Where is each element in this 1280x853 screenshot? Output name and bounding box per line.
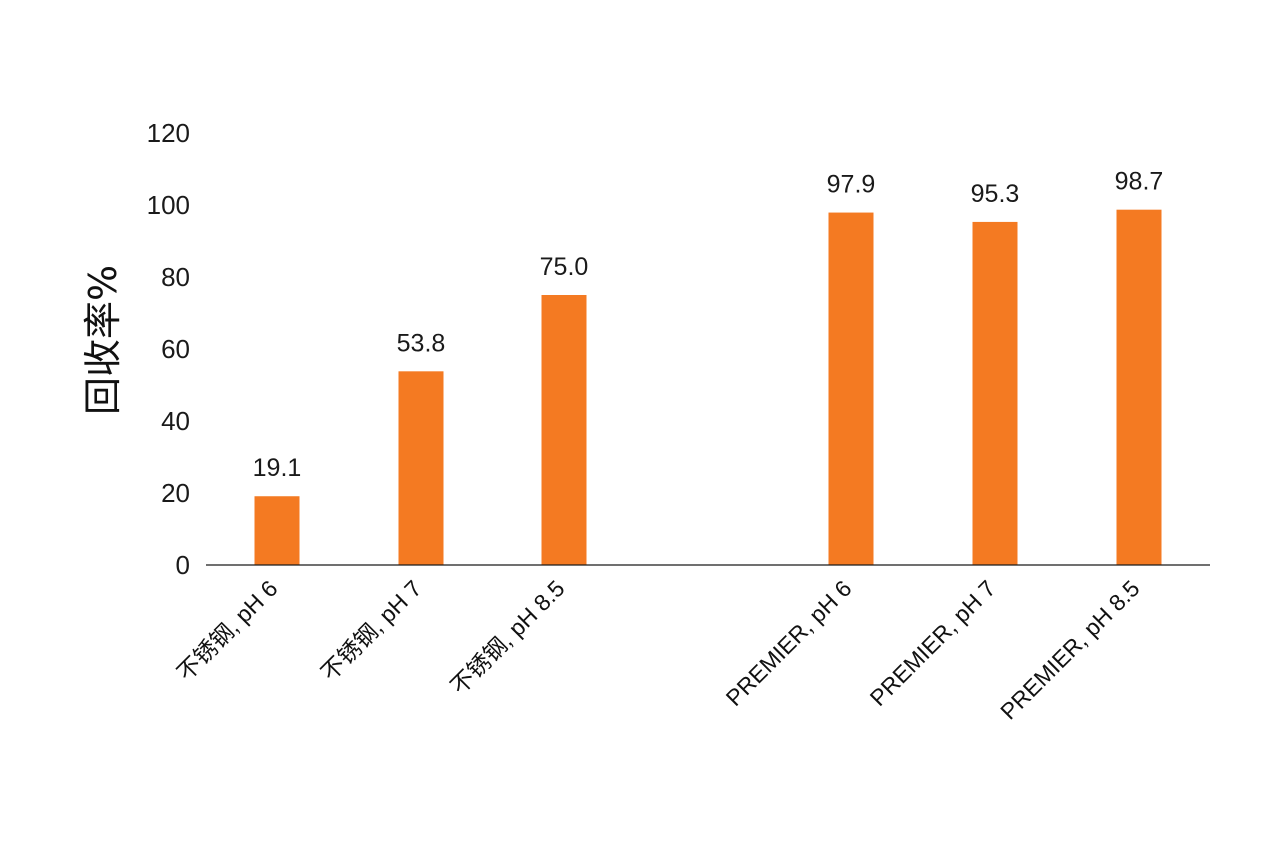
bar-value-label: 97.9 bbox=[827, 171, 876, 199]
bar bbox=[828, 212, 874, 565]
bar-value-label: 98.7 bbox=[1115, 168, 1164, 196]
y-tick-label: 40 bbox=[161, 406, 190, 436]
y-tick-label: 80 bbox=[161, 262, 190, 292]
bar bbox=[1116, 209, 1162, 565]
x-tick-label: 不锈钢, pH 6 bbox=[172, 575, 283, 686]
y-axis: 0 20 40 60 80 100 120 bbox=[147, 118, 190, 580]
y-tick-label: 120 bbox=[147, 118, 190, 148]
x-axis-tick-labels: 不锈钢, pH 6 不锈钢, pH 7 不锈钢, pH 8.5 PREMIER, pH… bbox=[172, 575, 1145, 724]
x-tick-label: PREMIER, pH 6 bbox=[721, 575, 857, 711]
y-tick-label: 60 bbox=[161, 334, 190, 364]
bar bbox=[254, 496, 300, 565]
bar bbox=[398, 371, 444, 565]
bar-value-label: 75.0 bbox=[540, 253, 589, 281]
x-tick-label: PREMIER, pH 8.5 bbox=[995, 575, 1144, 724]
x-tick-label: PREMIER, pH 7 bbox=[865, 575, 1001, 711]
bar bbox=[972, 221, 1018, 566]
x-tick-label: 不锈钢, pH 8.5 bbox=[445, 575, 569, 699]
x-tick-label: 不锈钢, pH 7 bbox=[316, 575, 427, 686]
y-tick-label: 20 bbox=[161, 478, 190, 508]
bar-series: 19.1 53.8 75.0 97.9 95.3 98.7 bbox=[253, 168, 1164, 566]
bar-value-label: 19.1 bbox=[253, 454, 302, 482]
bar-value-label: 53.8 bbox=[397, 329, 446, 357]
bar-value-label: 95.3 bbox=[971, 180, 1020, 208]
y-tick-label: 0 bbox=[176, 550, 190, 580]
y-tick-label: 100 bbox=[147, 190, 190, 220]
bar bbox=[541, 295, 587, 565]
y-axis-title: 回收率% bbox=[81, 265, 125, 415]
